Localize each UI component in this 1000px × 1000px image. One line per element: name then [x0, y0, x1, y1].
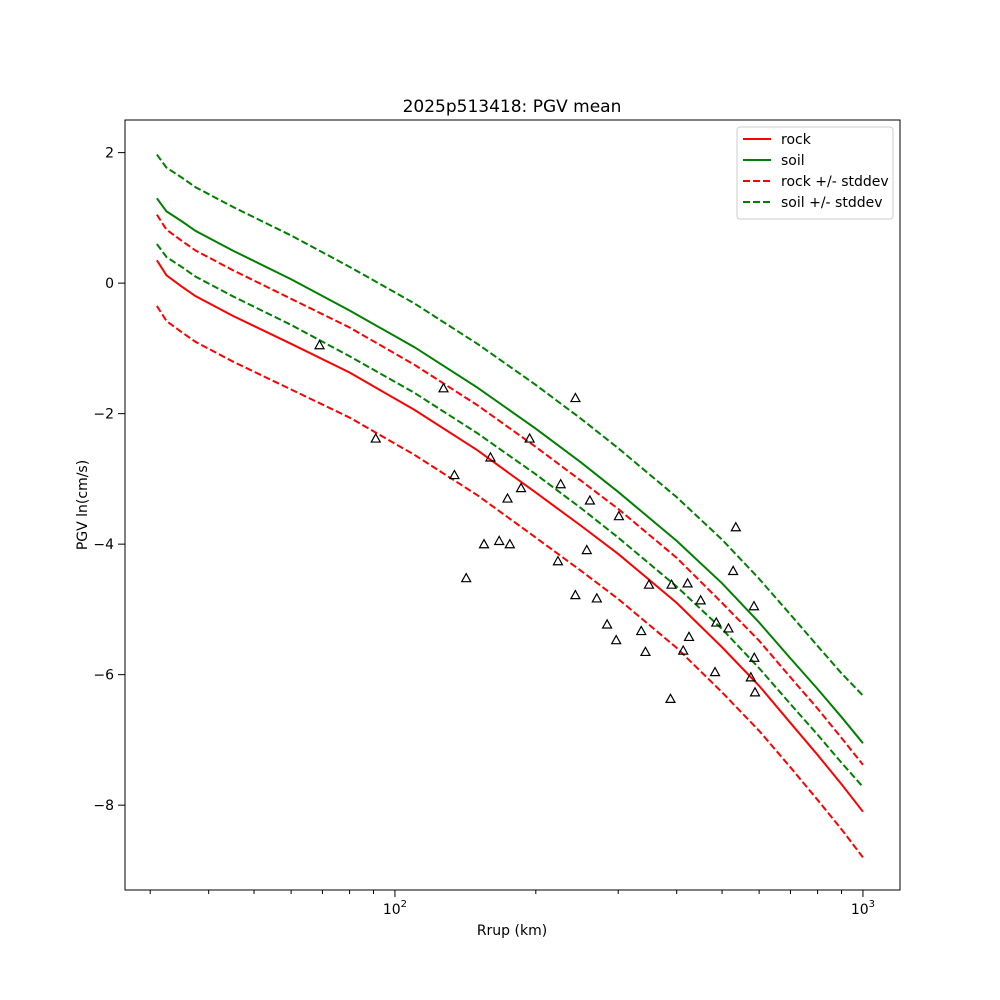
observation-point-18 [591, 592, 603, 603]
observation-point-20 [610, 634, 622, 645]
legend-label: rock +/- stddev [781, 174, 889, 190]
series-line-soil-1 [156, 197, 864, 744]
observation-point-36 [745, 671, 757, 682]
x-axis: 102 103 [149, 890, 875, 918]
plot-area [156, 153, 864, 858]
observation-point-30 [695, 594, 707, 605]
observation-point-3 [448, 469, 460, 480]
legend: rock soil rock +/- stddev soil +/- stddev [736, 126, 894, 220]
chart-title: 2025p513418: PGV mean [403, 97, 622, 117]
series-line-soil-stddev-4 [156, 153, 864, 697]
y-tick-label: 2 [105, 146, 114, 162]
legend-label: soil [781, 153, 805, 169]
y-tick-label: −2 [93, 407, 114, 423]
observation-point-25 [664, 693, 677, 704]
observation-point-12 [552, 555, 564, 566]
legend-label: rock [781, 132, 812, 148]
observation-point-33 [722, 622, 734, 633]
observation-point-13 [555, 478, 567, 489]
observation-point-22 [635, 625, 647, 636]
x-axis-label: Rrup (km) [477, 923, 547, 939]
observation-point-28 [682, 577, 694, 588]
observation-point-16 [581, 544, 593, 555]
y-tick-label: −6 [93, 668, 114, 684]
observation-point-32 [710, 616, 722, 627]
legend-label: soil +/- stddev [781, 195, 883, 211]
observation-point-17 [584, 494, 596, 505]
observation-point-6 [484, 451, 496, 462]
observation-point-0 [313, 339, 326, 350]
series-line-rock-stddev-2 [156, 214, 864, 766]
observation-point-35 [730, 521, 742, 532]
observation-point-2 [437, 382, 450, 393]
observation-point-10 [515, 482, 527, 493]
observation-point-39 [749, 686, 761, 697]
plot-frame [124, 119, 901, 891]
observation-point-15 [569, 589, 581, 600]
y-tick-label: −8 [93, 798, 114, 814]
y-tick-label: 0 [105, 276, 114, 292]
y-axis: 2 0 −2 −4 −6 −8 [93, 146, 125, 814]
x-tick-label: 102 [383, 899, 407, 918]
observation-point-14 [569, 392, 581, 403]
observation-point-27 [677, 644, 689, 655]
observation-point-37 [748, 600, 760, 611]
observation-point-34 [727, 565, 739, 576]
series-line-soil-stddev-5 [156, 243, 864, 788]
observation-point-8 [501, 492, 514, 503]
observation-point-9 [504, 538, 516, 549]
observation-markers [313, 339, 761, 704]
observation-point-38 [748, 651, 760, 662]
observation-point-23 [639, 646, 651, 657]
observation-point-31 [709, 666, 721, 677]
observation-point-29 [683, 631, 695, 642]
observation-point-24 [643, 578, 655, 589]
series-line-rock-0 [156, 259, 864, 813]
observation-point-1 [370, 432, 382, 443]
observation-point-21 [613, 510, 625, 521]
y-axis-label: PGV ln(cm/s) [75, 460, 91, 550]
observation-point-5 [478, 538, 490, 549]
observation-point-7 [493, 535, 505, 546]
observation-point-26 [666, 578, 678, 589]
series-line-rock-stddev-3 [156, 305, 864, 858]
observation-point-4 [460, 572, 472, 583]
legend-box [736, 126, 894, 220]
x-tick-label: 103 [851, 899, 875, 918]
y-tick-label: −4 [93, 537, 114, 553]
observation-point-19 [601, 618, 613, 629]
observation-point-11 [524, 432, 536, 443]
